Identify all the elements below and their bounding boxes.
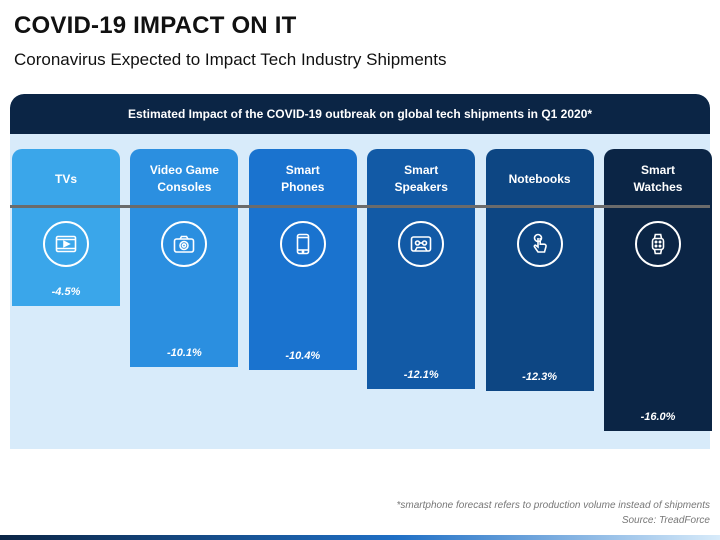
source-note: Source: TreadForce (621, 515, 710, 526)
bottom-strip (0, 535, 720, 540)
camera-icon (161, 221, 208, 267)
cassette-icon (398, 221, 445, 267)
bar-label-smart-watches: Smart Watches (633, 163, 683, 194)
video-play-icon (43, 221, 89, 267)
bar-value-tvs: -4.5% (51, 286, 81, 298)
bar-label-video-game-consoles: Video Game Consoles (149, 163, 219, 194)
bar-value-smart-speakers: -12.1% (403, 368, 439, 381)
smartwatch-icon (635, 221, 681, 267)
bar-label-notebooks: Notebooks (508, 171, 571, 186)
chart-panel: Estimated Impact of the COVID-19 outbrea… (10, 94, 710, 449)
chart-header: Estimated Impact of the COVID-19 outbrea… (10, 94, 710, 134)
bar-label-smart-phones: Smart Phones (281, 163, 325, 194)
divider-line (10, 205, 710, 208)
bar-value-notebooks: -12.3% (522, 370, 558, 383)
touch-hand-icon (516, 221, 563, 267)
bar-smart-speakers (367, 149, 476, 389)
bar-label-smart-speakers: Smart Speakers (394, 163, 448, 194)
bar-notebooks (485, 149, 594, 391)
bar-value-video-game-consoles: -10.1% (166, 346, 202, 359)
bar-label-tvs: TVs (54, 171, 77, 186)
footnote: *smartphone forecast refers to productio… (396, 500, 711, 511)
page-subtitle: Coronavirus Expected to Impact Tech Indu… (14, 50, 447, 69)
page-title: COVID-19 IMPACT ON IT (14, 12, 297, 39)
smartphone-icon (279, 221, 326, 267)
bar-value-smart-watches: -16.0% (640, 411, 676, 423)
bar-smart-watches (604, 149, 712, 431)
bar-value-smart-phones: -10.4% (285, 350, 321, 363)
